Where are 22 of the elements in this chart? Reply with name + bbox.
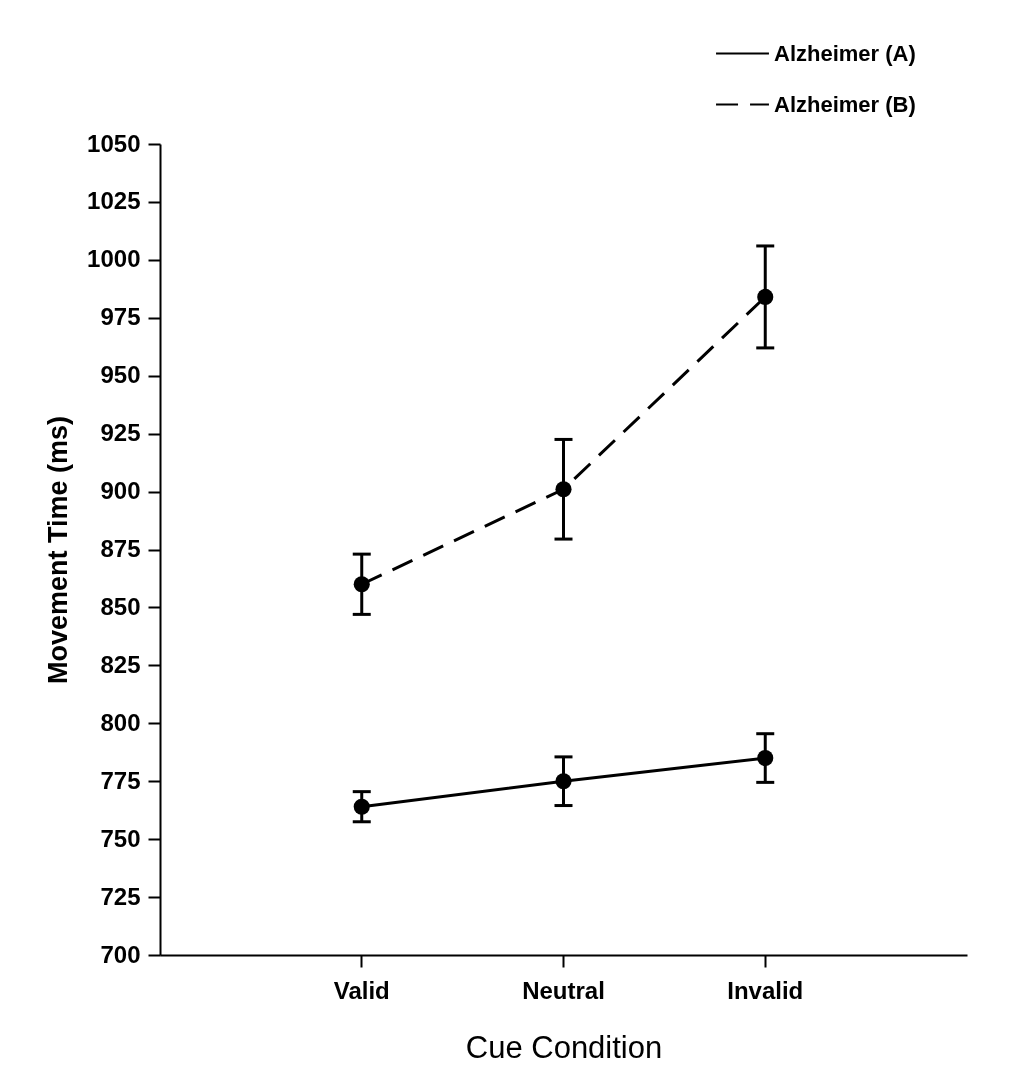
x-tick-label: Neutral [522,976,605,1004]
y-tick-label: 1000 [87,245,141,273]
legend-label: Alzheimer (A) [774,40,916,66]
y-tick-label: 1025 [87,187,141,215]
y-tick-label: 900 [100,477,141,505]
y-tick-label: 875 [100,535,141,562]
y-tick-label: 950 [100,361,141,389]
y-tick-label: 700 [100,940,141,968]
y-tick-label: 750 [100,824,141,852]
x-tick-label: Valid [333,976,390,1004]
x-axis-title: Cue Condition [465,1029,663,1065]
y-tick-label: 1050 [87,129,141,157]
y-tick-label: 850 [100,592,141,620]
y-tick-label: 825 [100,650,141,678]
y-tick-label: 975 [100,303,141,331]
y-axis-title: Movement Time (ms) [43,415,74,685]
y-tick-label: 725 [100,882,141,910]
legend-label: Alzheimer (B) [774,91,916,117]
x-tick-label: Invalid [727,976,804,1004]
y-tick-label: 925 [100,419,141,447]
y-tick-label: 775 [100,766,141,794]
y-tick-label: 800 [100,708,141,736]
